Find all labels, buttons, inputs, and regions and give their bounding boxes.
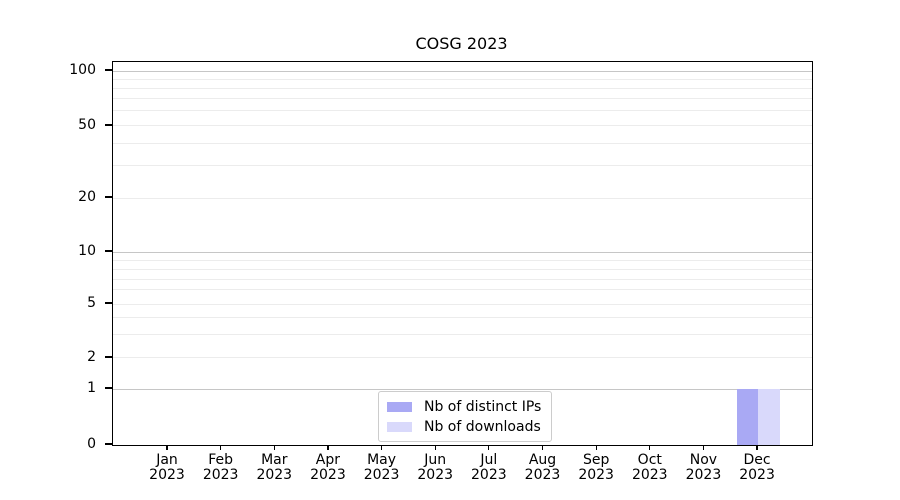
x-tick-label-sep: Sep 2023	[568, 453, 624, 483]
legend-swatch-icon	[387, 401, 412, 412]
x-tick-mark	[327, 445, 329, 451]
y-tick-label: 2	[87, 348, 96, 365]
gridline-minor	[113, 316, 812, 318]
x-tick-year: 2023	[631, 467, 668, 483]
gridline-minor	[113, 333, 812, 335]
legend-row: Nb of downloads	[387, 418, 541, 435]
y-tick-mark	[105, 124, 112, 126]
gridline-minor	[113, 87, 812, 89]
x-tick-year: 2023	[685, 467, 722, 483]
legend-label: Nb of distinct IPs	[424, 398, 542, 415]
gridline-y-100	[113, 70, 812, 72]
x-tick-mark	[541, 445, 544, 451]
x-tick-mark	[595, 445, 597, 451]
y-tick-label: 0	[87, 436, 96, 452]
gridline-minor	[113, 110, 812, 112]
gridline-minor	[113, 259, 812, 261]
x-tick-year: 2023	[202, 467, 239, 483]
gridline-y-1	[113, 388, 812, 390]
x-tick-mark	[702, 445, 704, 451]
gridline-minor	[113, 289, 812, 291]
y-tick-mark	[105, 356, 112, 358]
x-tick-year: 2023	[524, 467, 561, 483]
y-tick-mark	[105, 69, 112, 71]
gridline-y-2	[113, 357, 812, 359]
y-tick-label: 50	[78, 116, 96, 133]
x-tick-label-nov: Nov 2023	[675, 453, 731, 483]
y-tick-label: 100	[69, 62, 96, 78]
x-tick-label-jun: Jun 2023	[407, 453, 463, 483]
x-tick-mark	[220, 445, 222, 451]
x-tick-year: 2023	[149, 467, 185, 483]
x-tick-month: Jun	[424, 452, 447, 468]
x-tick-month: Sep	[582, 452, 610, 468]
x-tick-label-jan: Jan 2023	[139, 453, 195, 483]
chart-title: COSG 2023	[415, 34, 508, 53]
x-tick-year: 2023	[363, 467, 400, 483]
y-tick-mark	[105, 250, 112, 252]
bar-dec-nb-of-distinct-ips	[736, 389, 759, 445]
gridline-minor	[113, 165, 812, 167]
x-tick-year: 2023	[739, 467, 775, 483]
gridline-y-10	[113, 251, 812, 253]
x-tick-year: 2023	[310, 467, 346, 483]
plot-area	[112, 61, 813, 446]
x-tick-label-jul: Jul 2023	[461, 453, 517, 483]
x-tick-month: Jan	[156, 452, 178, 468]
x-tick-month: Mar	[261, 452, 288, 468]
y-tick-label: 5	[87, 295, 96, 312]
x-tick-label-mar: Mar 2023	[246, 453, 302, 483]
x-tick-label-dec: Dec 2023	[729, 453, 785, 483]
x-tick-label-apr: Apr 2023	[300, 453, 356, 483]
gridline-minor	[113, 78, 812, 80]
x-tick-month: Aug	[528, 452, 557, 468]
x-tick-mark	[380, 445, 383, 451]
x-tick-year: 2023	[471, 467, 507, 483]
y-tick-label: 10	[78, 243, 96, 259]
y-tick-mark	[105, 443, 112, 445]
y-tick-label: 1	[87, 380, 96, 396]
x-tick-mark	[488, 445, 490, 451]
legend: Nb of distinct IPs Nb of downloads	[378, 391, 553, 442]
y-tick-mark	[105, 196, 112, 198]
gridline-y-20	[113, 197, 812, 199]
y-tick-mark	[105, 387, 112, 389]
gridline-minor	[113, 98, 812, 100]
legend-label: Nb of downloads	[424, 418, 541, 435]
x-tick-month: Nov	[689, 452, 718, 468]
x-tick-year: 2023	[417, 467, 454, 483]
legend-row: Nb of distinct IPs	[387, 398, 541, 415]
x-tick-year: 2023	[256, 467, 293, 483]
x-tick-month: Feb	[208, 452, 234, 468]
x-tick-label-oct: Oct 2023	[622, 453, 678, 483]
x-tick-label-may: May 2023	[354, 453, 410, 483]
x-tick-month: May	[367, 452, 397, 468]
x-tick-month: Apr	[315, 452, 341, 468]
gridline-minor	[113, 268, 812, 270]
y-tick-label: 20	[78, 189, 96, 205]
y-tick-mark	[105, 302, 112, 304]
x-tick-month: Oct	[637, 452, 662, 468]
x-tick-mark	[649, 445, 651, 451]
gridline-minor	[113, 142, 812, 144]
gridline-minor	[113, 278, 812, 280]
legend-swatch-icon	[387, 421, 412, 432]
x-tick-mark	[166, 445, 168, 451]
x-tick-year: 2023	[578, 467, 614, 483]
x-tick-mark	[756, 445, 758, 451]
gridline-y-5	[113, 303, 812, 305]
x-tick-month: Jul	[480, 452, 498, 468]
x-tick-mark	[434, 445, 436, 451]
x-tick-mark	[273, 445, 275, 451]
x-tick-month: Dec	[743, 452, 771, 468]
bar-dec-nb-of-downloads	[758, 389, 780, 445]
x-tick-label-aug: Aug 2023	[515, 453, 571, 483]
x-tick-label-feb: Feb 2023	[193, 453, 249, 483]
gridline-y-50	[113, 125, 812, 127]
